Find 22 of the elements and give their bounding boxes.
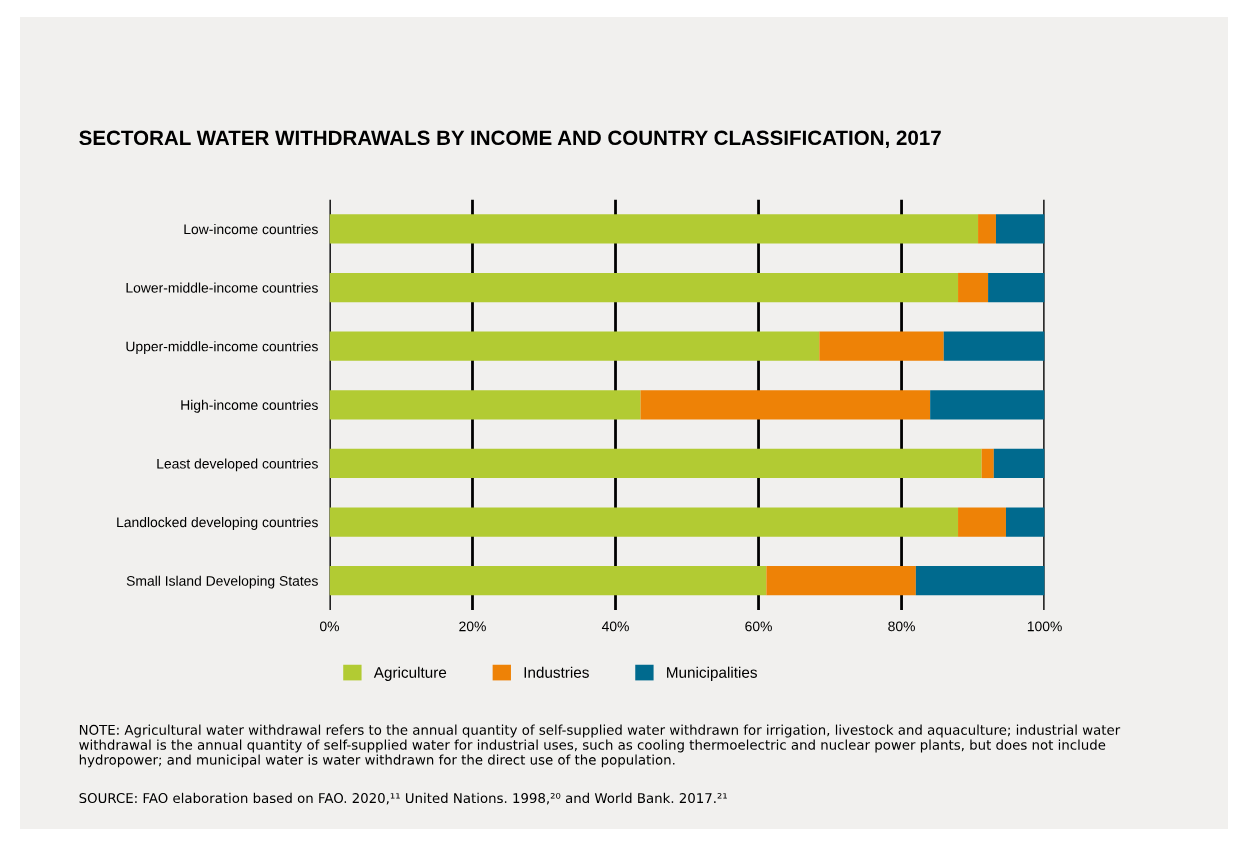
- bar: [329, 448, 982, 479]
- chart-title: SECTORAL WATER WITHDRAWALS BY INCOME AND COUNTRY CLASSIFICATION, 2017: [79, 130, 941, 149]
- bar: [1005, 507, 1045, 537]
- bar: [943, 331, 1045, 361]
- bar: [988, 272, 1045, 303]
- bar: [329, 214, 979, 244]
- bar: [958, 272, 989, 303]
- bar: [819, 331, 944, 361]
- bar: [329, 331, 820, 361]
- bar: [958, 507, 1006, 537]
- bar: [329, 507, 959, 537]
- bar: [915, 566, 1045, 596]
- bar: [995, 214, 1045, 244]
- bar: [329, 390, 641, 420]
- bar: [981, 448, 994, 479]
- bar: [978, 214, 996, 244]
- bar: [930, 390, 1045, 420]
- bar: [766, 566, 916, 596]
- bar: [993, 448, 1045, 479]
- bar: [640, 390, 931, 420]
- bar: [329, 566, 767, 596]
- bar: [329, 272, 959, 303]
